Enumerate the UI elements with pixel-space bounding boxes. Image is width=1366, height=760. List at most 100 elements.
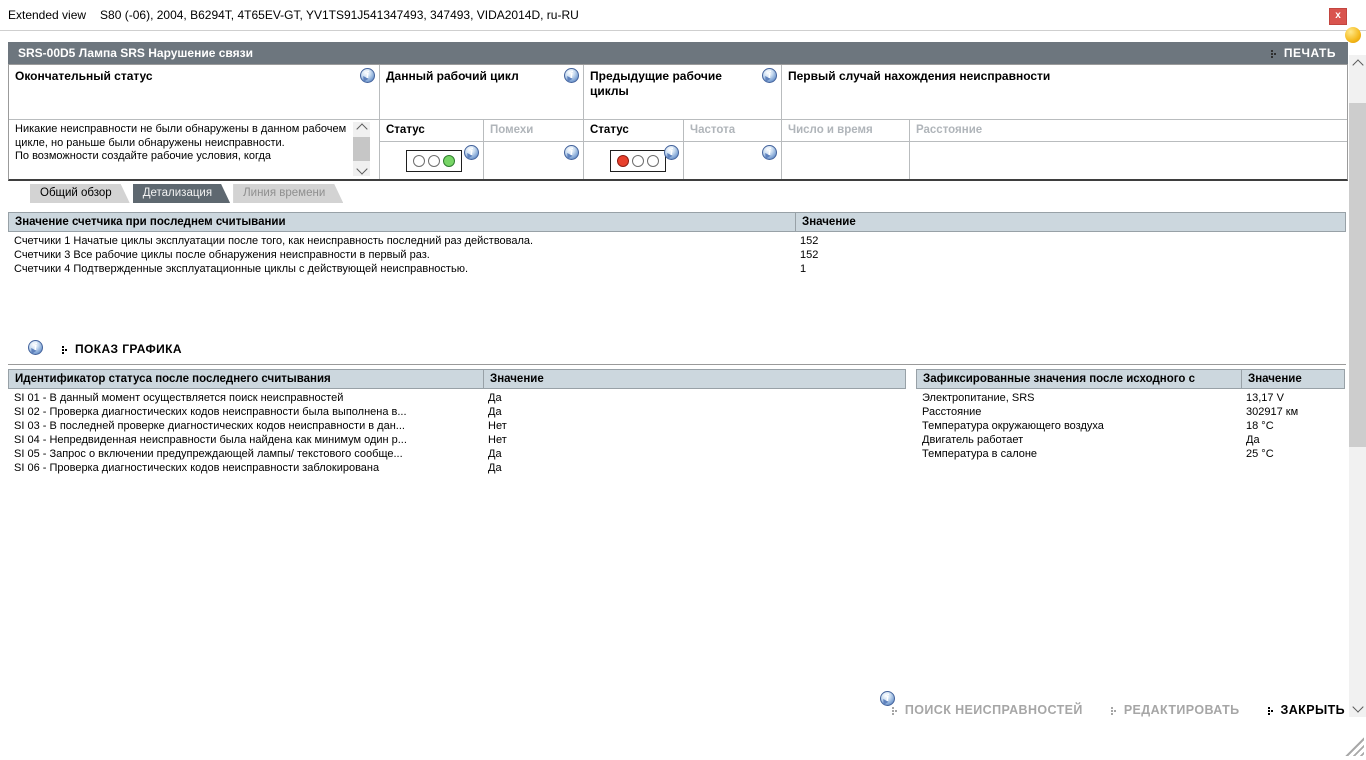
dot-arrow-icon	[891, 706, 899, 715]
previous-cycles-header-cell: Предыдущие рабочие циклы	[583, 65, 781, 119]
dtc-title: SRS-00D5 Лампа SRS Нарушение связи	[18, 46, 253, 60]
snapshot-value: Да	[1246, 434, 1260, 446]
snapshot-value: 302917 км	[1246, 406, 1299, 418]
print-button-label: ПЕЧАТЬ	[1283, 46, 1336, 60]
scrollbar-thumb[interactable]	[1349, 103, 1366, 447]
snapshot-value: 13,17 V	[1246, 392, 1284, 404]
first-distance-label: Расстояние	[916, 124, 983, 136]
si-value: Нет	[488, 420, 507, 432]
si-value: Да	[488, 406, 502, 418]
vehicle-profile-text: S80 (-06), 2004, B6294T, 4T65EV-GT, YV1T…	[100, 8, 579, 22]
first-datetime-label: Число и время	[788, 124, 873, 136]
footer-buttons: ПОИСК НЕИСПРАВНОСТЕЙ РЕДАКТИРОВАТЬ ЗАКРЫ…	[891, 703, 1345, 717]
window-title: Extended view	[8, 8, 87, 22]
counter-label: Счетчики 3 Все рабочие циклы после обнар…	[14, 249, 430, 261]
counters-rows: Счетчики 1 Начатые циклы эксплуатации по…	[8, 234, 1346, 276]
scroll-up-icon[interactable]	[1349, 57, 1366, 73]
table-row: SI 06 - Проверка диагностических кодов н…	[8, 461, 906, 475]
current-status-subheader: Статус	[379, 119, 483, 141]
dtc-header-bar: SRS-00D5 Лампа SRS Нарушение связи ПЕЧАТ…	[8, 42, 1348, 64]
info-icon[interactable]	[664, 145, 679, 162]
resize-grip[interactable]	[1342, 734, 1364, 756]
close-button[interactable]: ЗАКРЫТЬ	[1267, 703, 1345, 717]
counters-table: Значение счетчика при последнем считыван…	[8, 212, 1346, 276]
snapshot-label: Температура окружающего воздуха	[922, 420, 1104, 432]
first-occurrence-title: Первый случай нахождения неисправности	[788, 69, 1051, 83]
current-status-label: Статус	[386, 124, 425, 136]
counter-value: 152	[800, 235, 819, 247]
fault-tracing-label: ПОИСК НЕИСПРАВНОСТЕЙ	[904, 703, 1083, 717]
table-row: Температура в салоне 25 °C	[916, 447, 1345, 461]
final-status-scrollbar[interactable]	[353, 122, 370, 176]
close-window-button[interactable]: x	[1329, 8, 1347, 25]
table-row: Электропитание, SRS 13,17 V	[916, 391, 1345, 405]
snapshot-label: Двигатель работает	[922, 434, 1024, 446]
tab-general-overview[interactable]: Общий обзор	[30, 184, 130, 203]
snapshot-title-header: Зафиксированные значения после исходного…	[923, 373, 1196, 385]
info-icon[interactable]	[880, 691, 895, 708]
info-icon[interactable]	[28, 340, 43, 357]
si-label: SI 01 - В данный момент осуществляется п…	[14, 392, 344, 404]
first-distance-subheader: Расстояние	[909, 119, 1347, 141]
table-row: Температура окружающего воздуха 18 °C	[916, 419, 1345, 433]
final-status-title: Окончательный статус	[15, 69, 153, 83]
previous-frequency-label: Частота	[690, 124, 736, 136]
scrollbar-thumb[interactable]	[353, 137, 370, 161]
si-value: Да	[488, 462, 502, 474]
scroll-down-icon[interactable]	[353, 162, 370, 176]
scroll-up-icon[interactable]	[353, 122, 370, 136]
print-button[interactable]: ПЕЧАТЬ	[1270, 46, 1336, 60]
snapshot-value: 25 °C	[1246, 448, 1274, 460]
table-row: Счетчики 4 Подтвержденные эксплуатационн…	[8, 262, 1346, 276]
counter-value: 1	[800, 263, 807, 275]
si-label: SI 04 - Непредвиденная неисправности был…	[14, 434, 407, 446]
show-graph-label: ПОКАЗ ГРАФИКА	[75, 342, 182, 356]
tab-details[interactable]: Детализация	[133, 184, 230, 203]
first-datetime-subheader: Число и время	[781, 119, 909, 141]
edit-label: РЕДАКТИРОВАТЬ	[1123, 703, 1240, 717]
final-status-text: Никакие неисправности не были обнаружены…	[9, 119, 379, 179]
table-row: SI 03 - В последней проверке диагностиче…	[8, 419, 906, 433]
info-icon[interactable]	[762, 68, 777, 85]
snapshot-table-header: Зафиксированные значения после исходного…	[916, 369, 1345, 389]
snapshot-label: Расстояние	[922, 406, 982, 418]
si-value-header: Значение	[483, 370, 905, 388]
si-label: SI 02 - Проверка диагностических кодов н…	[14, 406, 407, 418]
info-icon[interactable]	[762, 145, 777, 162]
status-identifier-table: Идентификатор статуса после последнего с…	[8, 369, 906, 475]
traffic-light-current	[406, 150, 462, 172]
snapshot-value-header: Значение	[1241, 370, 1344, 388]
snapshot-label: Электропитание, SRS	[922, 392, 1035, 404]
final-status-line2: По возможности создайте рабочие условия,…	[15, 150, 272, 162]
counters-table-header: Значение счетчика при последнем считыван…	[8, 212, 1346, 232]
dtc-status-table: Окончательный статус Данный рабочий цикл…	[8, 64, 1348, 181]
previous-status-subheader: Статус	[583, 119, 683, 141]
table-row: Двигатель работает Да	[916, 433, 1345, 447]
si-value: Да	[488, 392, 502, 404]
info-icon[interactable]	[464, 145, 479, 162]
si-table-header: Идентификатор статуса после последнего с…	[8, 369, 906, 389]
table-row: SI 02 - Проверка диагностических кодов н…	[8, 405, 906, 419]
info-icon[interactable]	[360, 68, 375, 85]
show-graph-button[interactable]: ПОКАЗ ГРАФИКА	[62, 342, 182, 356]
si-label: SI 05 - Запрос о включении предупреждающ…	[14, 448, 403, 460]
final-status-header-cell: Окончательный статус	[9, 65, 379, 119]
view-tabs: Общий обзор Детализация Линия времени	[30, 184, 343, 203]
current-noise-subheader: Помехи	[483, 119, 583, 141]
table-row: SI 05 - Запрос о включении предупреждающ…	[8, 447, 906, 461]
dot-arrow-icon	[62, 345, 69, 354]
close-label: ЗАКРЫТЬ	[1280, 703, 1345, 717]
window-titlebar: Extended view S80 (-06), 2004, B6294T, 4…	[0, 0, 1366, 31]
previous-frequency-subheader: Частота	[683, 119, 781, 141]
first-distance-value-cell	[909, 141, 1347, 179]
current-cycle-header-cell: Данный рабочий цикл	[379, 65, 583, 119]
info-icon[interactable]	[564, 145, 579, 162]
traffic-light-previous	[610, 150, 666, 172]
page-scrollbar[interactable]	[1349, 55, 1366, 717]
si-value: Да	[488, 448, 502, 460]
counter-label: Счетчики 1 Начатые циклы эксплуатации по…	[14, 235, 534, 247]
info-icon[interactable]	[564, 68, 579, 85]
si-label: SI 06 - Проверка диагностических кодов н…	[14, 462, 380, 474]
scroll-down-icon[interactable]	[1349, 699, 1366, 715]
current-cycle-title: Данный рабочий цикл	[386, 69, 519, 83]
